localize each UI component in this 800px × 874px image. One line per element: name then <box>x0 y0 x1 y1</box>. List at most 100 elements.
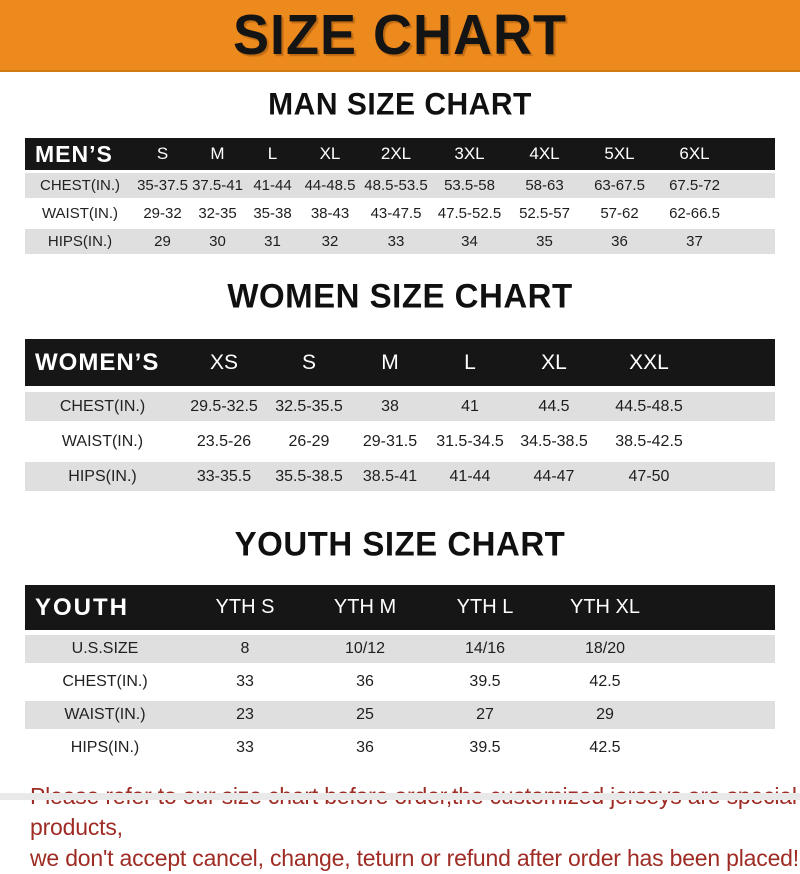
women-size-value: 38.5-42.5 <box>598 427 700 456</box>
men-size-value: 62-66.5 <box>657 201 732 226</box>
men-size-value: 35-37.5 <box>135 173 190 198</box>
men-column-header: L <box>245 138 300 170</box>
women-header-spacer <box>700 339 775 386</box>
men-size-value: 35 <box>507 229 582 254</box>
men-column-header: M <box>190 138 245 170</box>
men-size-value: 67.5-72 <box>657 173 732 198</box>
section-men: MAN SIZE CHART MEN’S S M L XL 2XL 3XL 4XL 5XL 6XL… <box>0 87 800 257</box>
youth-size-value: 33 <box>185 734 305 762</box>
women-size-value: 44.5 <box>510 392 598 421</box>
youth-size-value: 36 <box>305 668 425 696</box>
youth-row-spacer <box>665 701 775 729</box>
men-row-spacer <box>732 173 775 198</box>
men-size-value: 57-62 <box>582 201 657 226</box>
youth-section-title: YOUTH SIZE CHART <box>234 524 566 563</box>
youth-corner-label: YOUTH <box>25 585 185 630</box>
women-column-header: L <box>430 339 510 386</box>
youth-row-label: WAIST(IN.) <box>25 701 185 729</box>
women-size-value: 26-29 <box>268 427 350 456</box>
size-chart-banner: SIZE CHART <box>0 0 800 72</box>
section-youth: YOUTH SIZE CHART YOUTH YTH S YTH M YTH L YTH… <box>0 524 800 767</box>
men-column-header: 3XL <box>432 138 507 170</box>
men-section-title: MAN SIZE CHART <box>268 87 532 122</box>
men-size-value: 37.5-41 <box>190 173 245 198</box>
youth-row-label: HIPS(IN.) <box>25 734 185 762</box>
men-size-value: 53.5-58 <box>432 173 507 198</box>
men-size-value: 47.5-52.5 <box>432 201 507 226</box>
men-column-header: 4XL <box>507 138 582 170</box>
youth-row-spacer <box>665 734 775 762</box>
women-row-spacer <box>700 427 775 456</box>
men-size-table: MEN’S S M L XL 2XL 3XL 4XL 5XL 6XL CHEST(IN.) 35-37… <box>25 135 775 257</box>
women-size-value: 47-50 <box>598 462 700 491</box>
men-column-header: 2XL <box>360 138 432 170</box>
men-size-value: 29-32 <box>135 201 190 226</box>
women-size-value: 31.5-34.5 <box>430 427 510 456</box>
women-row-label: CHEST(IN.) <box>25 392 180 421</box>
men-column-header: 5XL <box>582 138 657 170</box>
section-women: WOMEN SIZE CHART WOMEN’S XS S M L XL XXL CHEST(… <box>0 276 800 497</box>
youth-size-value: 14/16 <box>425 635 545 663</box>
men-row-spacer <box>732 201 775 226</box>
men-column-header: XL <box>300 138 360 170</box>
youth-data-row: HIPS(IN.) 33 36 39.5 42.5 <box>25 734 775 762</box>
women-row-label: HIPS(IN.) <box>25 462 180 491</box>
women-size-value: 44-47 <box>510 462 598 491</box>
youth-size-value: 8 <box>185 635 305 663</box>
men-corner-label: MEN’S <box>25 138 135 170</box>
women-size-value: 29-31.5 <box>350 427 430 456</box>
women-corner-label: WOMEN’S <box>25 339 180 386</box>
men-size-value: 34 <box>432 229 507 254</box>
youth-data-row: CHEST(IN.) 33 36 39.5 42.5 <box>25 668 775 696</box>
women-size-value: 41-44 <box>430 462 510 491</box>
men-size-value: 44-48.5 <box>300 173 360 198</box>
men-data-row: WAIST(IN.) 29-32 32-35 35-38 38-43 43-47.5 47.… <box>25 201 775 226</box>
youth-size-value: 25 <box>305 701 425 729</box>
youth-size-value: 39.5 <box>425 734 545 762</box>
men-size-value: 32-35 <box>190 201 245 226</box>
men-size-value: 43-47.5 <box>360 201 432 226</box>
men-size-value: 52.5-57 <box>507 201 582 226</box>
women-size-value: 38.5-41 <box>350 462 430 491</box>
women-size-value: 34.5-38.5 <box>510 427 598 456</box>
youth-size-value: 39.5 <box>425 668 545 696</box>
men-row-label: HIPS(IN.) <box>25 229 135 254</box>
youth-column-header: YTH L <box>425 585 545 630</box>
women-size-value: 23.5-26 <box>180 427 268 456</box>
men-column-header: 6XL <box>657 138 732 170</box>
men-column-header: S <box>135 138 190 170</box>
order-notice-line2: we don't accept cancel, change, teturn o… <box>30 845 799 871</box>
men-row-label: WAIST(IN.) <box>25 201 135 226</box>
women-row-spacer <box>700 462 775 491</box>
men-size-value: 33 <box>360 229 432 254</box>
youth-row-spacer <box>665 635 775 663</box>
youth-size-value: 36 <box>305 734 425 762</box>
men-size-value: 36 <box>582 229 657 254</box>
men-data-row: HIPS(IN.) 29 30 31 32 33 34 35 36 37 <box>25 229 775 254</box>
women-column-header: S <box>268 339 350 386</box>
youth-size-value: 42.5 <box>545 734 665 762</box>
men-size-value: 35-38 <box>245 201 300 226</box>
men-size-value: 37 <box>657 229 732 254</box>
youth-row-label: CHEST(IN.) <box>25 668 185 696</box>
women-data-row: WAIST(IN.) 23.5-26 26-29 29-31.5 31.5-34.5 34… <box>25 427 775 456</box>
women-section-title: WOMEN SIZE CHART <box>227 276 573 315</box>
women-data-row: HIPS(IN.) 33-35.5 35.5-38.5 38.5-41 41-44 44-… <box>25 462 775 491</box>
men-size-value: 63-67.5 <box>582 173 657 198</box>
youth-column-header: YTH S <box>185 585 305 630</box>
page-title: SIZE CHART <box>233 3 567 67</box>
youth-size-table: YOUTH YTH S YTH M YTH L YTH XL U.S.SIZE 8 10/12… <box>25 580 775 767</box>
youth-size-value: 18/20 <box>545 635 665 663</box>
men-row-label: CHEST(IN.) <box>25 173 135 198</box>
men-data-row: CHEST(IN.) 35-37.5 37.5-41 41-44 44-48.5 48.5… <box>25 173 775 198</box>
youth-data-row: WAIST(IN.) 23 25 27 29 <box>25 701 775 729</box>
size-chart-content: MAN SIZE CHART MEN’S S M L XL 2XL 3XL 4XL 5XL 6XL… <box>0 87 800 767</box>
women-row-spacer <box>700 392 775 421</box>
women-column-header: XXL <box>598 339 700 386</box>
youth-size-value: 42.5 <box>545 668 665 696</box>
women-column-header: M <box>350 339 430 386</box>
men-size-value: 29 <box>135 229 190 254</box>
women-column-header: XS <box>180 339 268 386</box>
women-size-value: 33-35.5 <box>180 462 268 491</box>
men-row-spacer <box>732 229 775 254</box>
